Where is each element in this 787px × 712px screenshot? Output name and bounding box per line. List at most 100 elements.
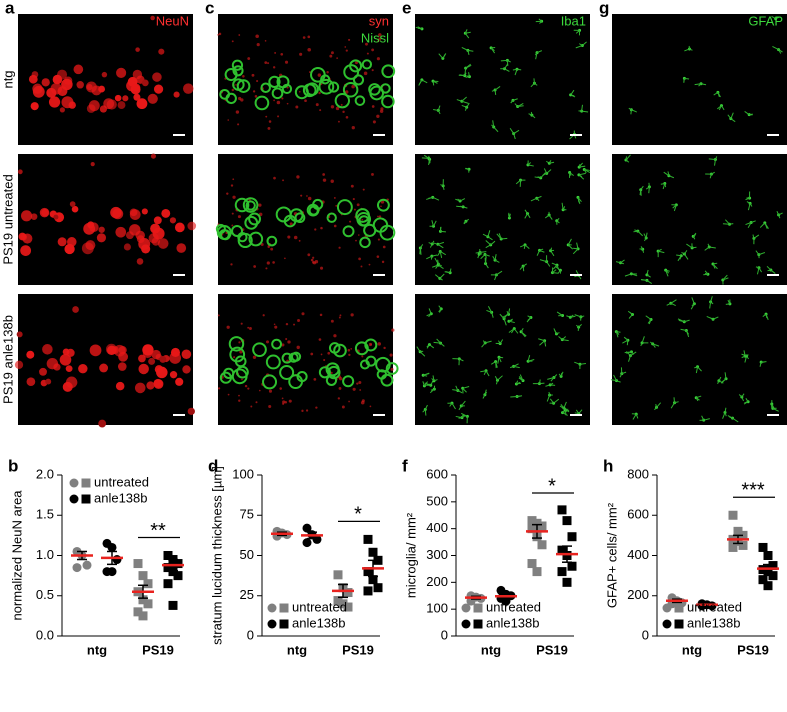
process [685,330,690,338]
speckle [390,367,394,371]
speckle [296,345,300,350]
speckle [354,61,359,65]
speckle [306,195,308,197]
process [440,184,444,187]
process [485,240,492,246]
speckle [253,265,257,268]
process [496,270,503,276]
data-point [112,555,122,565]
legend-marker [674,603,684,613]
legend-marker [674,619,684,629]
y-tick-label: 400 [426,520,448,535]
process [438,53,444,59]
process [464,32,470,39]
speckle [312,261,317,265]
speckle [333,334,337,338]
y-axis-label: normalized NeuN area [9,490,24,621]
process [562,339,569,342]
speckle [296,175,300,179]
cell [225,92,237,105]
legend-marker [267,619,277,629]
process [565,408,569,411]
cell [361,59,373,70]
speckle [268,389,273,393]
speckle [361,355,364,358]
process [670,402,675,409]
cell [59,353,72,366]
process [485,370,490,377]
process [423,374,428,377]
process [461,96,467,102]
process [709,317,714,320]
cell [48,96,61,108]
process [570,315,576,318]
y-tick-label: 100 [232,466,254,481]
cell [183,83,194,94]
speckle [240,322,243,325]
speckle [238,399,241,402]
cell [86,104,96,113]
legend-marker [473,603,483,613]
process [528,113,533,116]
panel-letter: g [599,0,609,17]
process [683,78,685,83]
x-tick-label: ntg [481,642,501,657]
y-tick-label: 25 [240,587,254,602]
micrograph-content [215,172,396,270]
cell [115,381,125,391]
process [490,47,496,54]
speckle [371,105,375,108]
legend-marker [279,603,289,613]
data-point [133,559,143,569]
speckle [344,90,349,94]
process [567,238,572,246]
process [512,68,518,71]
data-point [728,510,738,520]
speckle [287,340,291,344]
process [475,251,481,254]
data-point [133,607,143,617]
process [429,243,433,248]
cell [175,377,184,386]
speckle [284,257,286,260]
process [487,236,493,241]
process [712,262,718,265]
process [483,370,487,376]
process [442,185,445,190]
process [674,401,679,404]
data-point [557,545,567,555]
cell [112,208,124,220]
process [527,315,532,318]
data-point [527,524,537,534]
process [663,171,670,177]
significance: *** [741,480,765,502]
process [692,236,696,240]
speckle [348,400,350,403]
process [714,159,716,166]
cell [279,364,295,380]
process [681,251,685,255]
speckle [272,261,275,264]
process [477,254,480,259]
x-tick-label: ntg [87,642,107,657]
process [480,254,486,260]
process [512,98,518,101]
process [689,48,693,51]
cell [150,153,156,159]
data-point [373,583,383,593]
process [434,257,439,265]
cell [234,197,250,213]
process [677,255,682,262]
cell [381,94,395,109]
cell [89,344,102,357]
cell [364,338,378,352]
speckle [270,247,274,251]
process [616,380,621,383]
speckle [319,266,324,270]
process [645,315,652,320]
speckle [333,197,336,199]
x-tick-label: PS19 [737,642,769,657]
process [549,398,554,404]
speckle [344,46,347,48]
micrograph-content [610,296,779,423]
